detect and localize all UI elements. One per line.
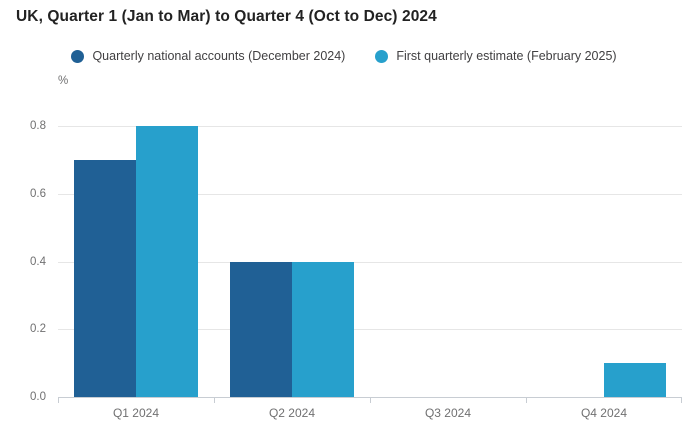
chart-bar — [230, 261, 292, 397]
legend-item-series-1[interactable]: First quarterly estimate (February 2025) — [375, 49, 617, 63]
plot-area: Q1 2024 Q2 2024 Q3 2024 Q4 2024 — [58, 126, 682, 420]
x-axis-tick — [214, 397, 215, 403]
chart-bar — [292, 261, 354, 397]
category-group — [58, 126, 214, 397]
y-axis-tick-label: 0.8 — [30, 120, 46, 132]
legend-label: Quarterly national accounts (December 20… — [92, 49, 346, 63]
chart-bar — [604, 363, 666, 397]
category-group — [526, 126, 682, 397]
y-axis-tick-label: 0.2 — [30, 323, 46, 336]
gridline — [58, 261, 682, 263]
chart-title: UK, Quarter 1 (Jan to Mar) to Quarter 4 … — [16, 8, 437, 25]
legend-marker-icon — [71, 49, 85, 63]
y-axis-tick-label: 0.6 — [30, 187, 46, 200]
y-axis-tick-label: 0.4 — [30, 255, 46, 268]
category-group — [214, 126, 370, 397]
x-axis-tick — [526, 397, 527, 403]
gridline — [58, 329, 682, 331]
legend-marker-icon — [375, 49, 389, 63]
y-axis-tick-label: 0.0 — [30, 391, 46, 403]
x-axis-label: Q1 2024 — [112, 406, 160, 420]
gridline — [58, 193, 682, 195]
y-axis-unit-label: % — [58, 75, 69, 87]
x-axis-tick — [681, 397, 682, 403]
x-axis-label: Q2 2024 — [268, 406, 316, 420]
x-axis-label: Q4 2024 — [580, 406, 628, 420]
category-group — [370, 126, 526, 397]
x-axis-tick — [58, 397, 59, 403]
chart-bar — [74, 159, 136, 397]
x-axis-tick — [370, 397, 371, 403]
legend-item-series-0[interactable]: Quarterly national accounts (December 20… — [71, 49, 345, 63]
x-axis-label: Q3 2024 — [424, 406, 472, 420]
gridline — [58, 126, 682, 127]
legend-label: First quarterly estimate (February 2025) — [396, 49, 617, 63]
chart-bar — [136, 126, 198, 397]
chart-legend: Quarterly national accounts (December 20… — [0, 49, 688, 63]
